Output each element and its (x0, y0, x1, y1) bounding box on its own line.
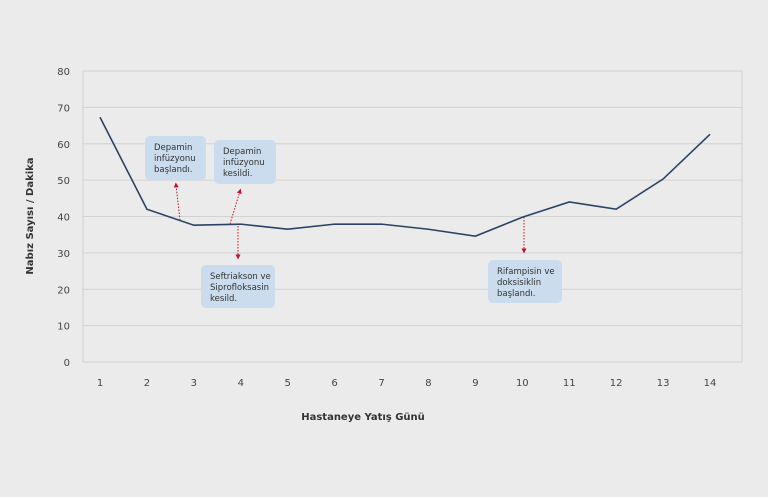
x-tick-label: 5 (285, 378, 291, 389)
annotation-text: infüzyonu (223, 158, 265, 168)
annotations: Depamininfüzyonubaşlandı.Depamininfüzyon… (145, 136, 562, 308)
y-tick-label: 20 (57, 285, 70, 296)
x-tick-label: 13 (657, 378, 670, 389)
x-tick-label: 14 (704, 378, 717, 389)
y-tick-label: 70 (57, 103, 70, 114)
y-tick-label: 10 (57, 322, 70, 333)
x-tick-label: 3 (191, 378, 197, 389)
annotation-text: başlandı. (497, 289, 535, 299)
x-axis-label: Hastaneye Yatış Günü (301, 412, 425, 423)
y-tick-label: 40 (57, 213, 70, 224)
grid (83, 71, 742, 362)
y-tick-label: 0 (64, 358, 70, 369)
annotation-arrow (230, 191, 240, 224)
x-tick-label: 12 (610, 378, 623, 389)
x-tick-label: 9 (472, 378, 478, 389)
x-tick-label: 10 (516, 378, 529, 389)
y-axis-label: Nabız Sayısı / Dakika (25, 157, 36, 274)
y-tick-label: 80 (57, 67, 70, 78)
x-tick-label: 1 (97, 378, 103, 389)
annotation-text: infüzyonu (154, 154, 196, 164)
y-axis: 0 10 20 30 40 50 60 70 80 (57, 67, 70, 369)
y-tick-label: 60 (57, 140, 70, 151)
annotation-arrow (176, 185, 180, 220)
x-tick-label: 2 (144, 378, 150, 389)
annotation-text: Depamin (223, 147, 261, 157)
y-tick-label: 30 (57, 249, 70, 260)
x-tick-label: 11 (563, 378, 576, 389)
x-tick-label: 4 (238, 378, 244, 389)
x-tick-label: 7 (378, 378, 384, 389)
annotation-text: Depamin (154, 143, 192, 153)
annotation-text: kesildi. (223, 169, 252, 179)
annotation-text: Rifampisin ve (497, 267, 555, 277)
x-tick-label: 6 (331, 378, 337, 389)
annotation-text: Siprofloksasin (210, 283, 269, 293)
annotation-text: doksisiklin (497, 278, 541, 288)
x-tick-label: 8 (425, 378, 431, 389)
annotation-text: başlandı. (154, 165, 192, 175)
annotation-text: kesild. (210, 294, 237, 304)
y-tick-label: 50 (57, 176, 70, 187)
annotation-text: Seftriakson ve (210, 272, 271, 282)
